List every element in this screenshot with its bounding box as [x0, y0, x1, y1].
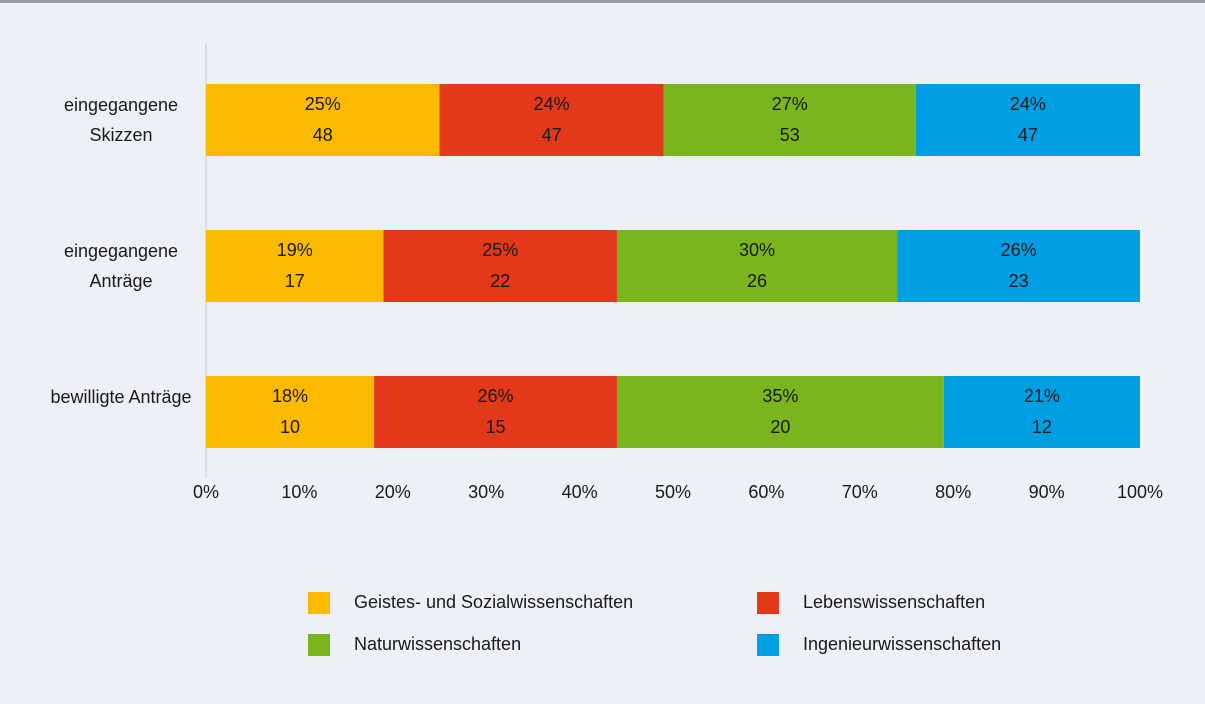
value-label: 25% [305, 94, 341, 114]
bar-segment [206, 84, 440, 156]
bar-segment [439, 84, 664, 156]
count-label: 26 [747, 271, 767, 291]
x-tick-label: 0% [193, 482, 219, 502]
x-tick-label: 100% [1117, 482, 1163, 502]
bar-segment [943, 376, 1140, 448]
value-label: 19% [277, 240, 313, 260]
count-label: 10 [280, 417, 300, 437]
legend-swatch [757, 592, 779, 614]
bar-segment [897, 230, 1140, 302]
bar-segment [616, 376, 944, 448]
value-label: 27% [772, 94, 808, 114]
value-label: 24% [534, 94, 570, 114]
x-tick-label: 80% [935, 482, 971, 502]
bar-segment [663, 84, 916, 156]
x-tick-label: 30% [468, 482, 504, 502]
value-label: 18% [272, 386, 308, 406]
count-label: 20 [770, 417, 790, 437]
value-label: 24% [1010, 94, 1046, 114]
count-label: 15 [486, 417, 506, 437]
x-tick-label: 20% [375, 482, 411, 502]
count-label: 17 [285, 271, 305, 291]
x-tick-label: 60% [748, 482, 784, 502]
value-label: 26% [1001, 240, 1037, 260]
legend-label: Naturwissenschaften [354, 634, 521, 654]
count-label: 53 [780, 125, 800, 145]
legend-swatch [308, 634, 330, 656]
x-tick-label: 10% [281, 482, 317, 502]
count-label: 48 [313, 125, 333, 145]
legend-swatch [308, 592, 330, 614]
value-label: 26% [478, 386, 514, 406]
y-tick-label: eingegangene Skizzen [63, 95, 179, 145]
x-tick-label: 90% [1029, 482, 1065, 502]
x-tick-label: 40% [562, 482, 598, 502]
chart-canvas: 0% 10% 20% 30% 40% 50% 60% 70% 80% 90% 100% 25% 48 24… [193, 43, 1163, 656]
bar-segment [915, 84, 1140, 156]
value-label: 25% [482, 240, 518, 260]
value-label: 21% [1024, 386, 1060, 406]
bar-segment [616, 230, 898, 302]
bar-segment [374, 376, 617, 448]
count-label: 22 [490, 271, 510, 291]
value-label: 30% [739, 240, 775, 260]
x-tick-label: 50% [655, 482, 691, 502]
legend-label: Lebenswissenschaften [803, 592, 985, 612]
legend-label: Ingenieurwissenschaften [803, 634, 1001, 654]
count-label: 47 [1018, 125, 1038, 145]
value-label: 35% [762, 386, 798, 406]
bar-segment [206, 230, 384, 302]
count-label: 12 [1032, 417, 1052, 437]
x-tick-label: 70% [842, 482, 878, 502]
y-tick-label: bewilligte Anträge [50, 387, 192, 407]
count-label: 47 [542, 125, 562, 145]
legend-swatch [757, 634, 779, 656]
y-tick-label: eingegangene Anträge [63, 241, 179, 291]
legend-label: Geistes- und Sozialwissenschaften [354, 592, 633, 612]
count-label: 23 [1009, 271, 1029, 291]
bar-segment [206, 376, 375, 448]
bar-segment [383, 230, 617, 302]
